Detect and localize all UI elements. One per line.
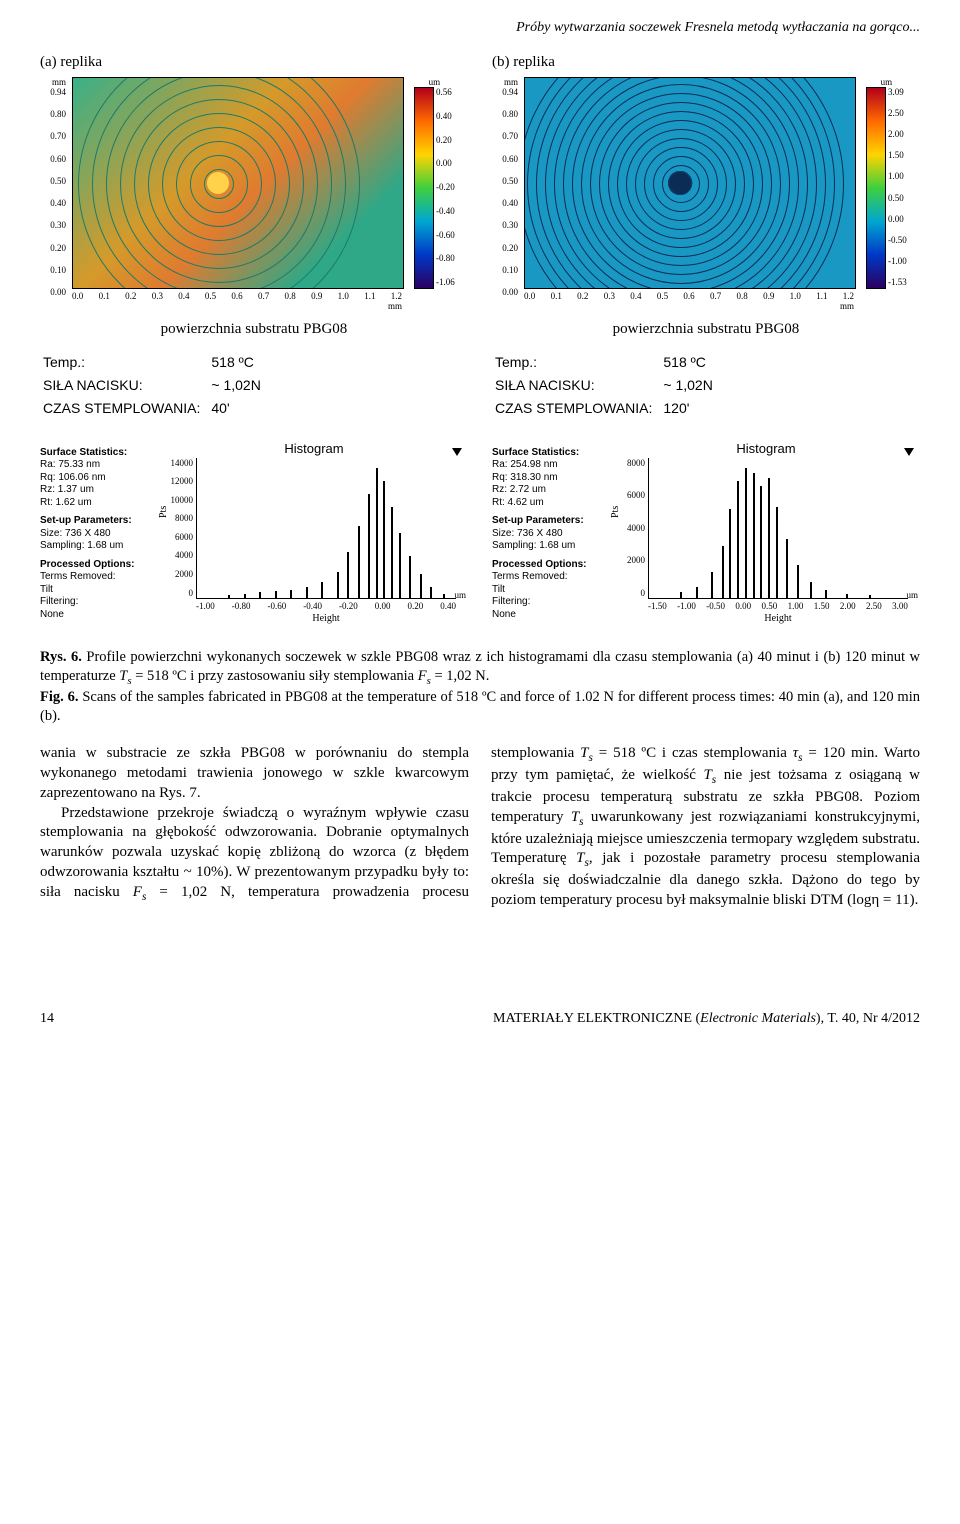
page-footer: 14 MATERIAŁY ELEKTRONICZNE (Electronic M…: [40, 1011, 920, 1027]
stat-none: None: [492, 609, 602, 622]
stat-filtering: Filtering:: [492, 596, 602, 609]
panel-a-surface-map: [72, 77, 404, 289]
journal-ref: MATERIAŁY ELEKTRONICZNE (Electronic Mate…: [493, 1011, 920, 1027]
temp-val: 518 ºC: [662, 352, 713, 373]
stats-processed-hd: Processed Options:: [40, 559, 150, 572]
stat-terms: Terms Removed:: [492, 571, 602, 584]
page-number: 14: [40, 1011, 54, 1027]
marker-icon: [904, 448, 914, 456]
stat-tilt: Tilt: [40, 584, 150, 597]
stat-size: Size: 736 X 480: [40, 528, 150, 541]
stats-surface-hd: Surface Statistics:: [492, 447, 602, 460]
temp-label: Temp.:: [42, 352, 208, 373]
caption-rys-tail: = 518 ºC i przy zastosowaniu siły stempl…: [132, 668, 418, 684]
stat-terms: Terms Removed:: [40, 571, 150, 584]
hist-xunit: um: [906, 590, 918, 600]
panel-a-xunit: mm: [72, 301, 402, 311]
stat-sampling: Sampling: 1.68 um: [492, 540, 602, 553]
stat-tilt: Tilt: [492, 584, 602, 597]
stat-sampling: Sampling: 1.68 um: [40, 540, 150, 553]
journal-name: MATERIAŁY ELEKTRONICZNE (: [493, 1011, 700, 1026]
time-label: CZAS STEMPLOWANIA:: [42, 398, 208, 419]
time-val: 120': [662, 398, 713, 419]
force-val: ~ 1,02N: [662, 375, 713, 396]
body-p1a: wania w substracie ze szkła PBG08 w poró…: [40, 745, 469, 801]
panel-b-subcaption: powierzchnia substratu PBG08: [492, 321, 920, 338]
panel-b-xaxis: 0.00.10.20.30.40.50.60.70.80.91.01.11.2: [524, 291, 854, 301]
stat-rq: Rq: 318.30 nm: [492, 472, 602, 485]
stat-ra: Ra: 75.33 nm: [40, 459, 150, 472]
panel-b-stats: Surface Statistics: Ra: 254.98 nm Rq: 31…: [492, 441, 602, 624]
journal-tail: ), T. 40, Nr 4/2012: [816, 1011, 920, 1026]
panel-a-yaxis: 0.940.800.700.600.500.400.300.200.100.00: [40, 87, 66, 297]
running-head: Próby wytwarzania soczewek Fresnela meto…: [40, 20, 920, 36]
panel-a-params: Temp.:518 ºC SIŁA NACISKU:~ 1,02N CZAS S…: [40, 350, 468, 421]
panel-b-params: Temp.:518 ºC SIŁA NACISKU:~ 1,02N CZAS S…: [492, 350, 920, 421]
force-label: SIŁA NACISKU:: [494, 375, 660, 396]
panel-b-label: (b) replika: [492, 54, 920, 71]
stat-rt: Rt: 1.62 um: [40, 497, 150, 510]
stat-rt: Rt: 4.62 um: [492, 497, 602, 510]
panel-b-yaxis: 0.940.800.700.600.500.400.300.200.100.00: [492, 87, 518, 297]
force-val: ~ 1,02N: [210, 375, 261, 396]
hist-xticks: -1.00-0.80-0.60-0.40-0.200.000.200.40: [196, 601, 456, 611]
stats-setup-hd: Set-up Parameters:: [40, 515, 150, 528]
panel-a-cbar-unit: um: [429, 77, 441, 87]
panel-b-surface-map: [524, 77, 856, 289]
hist-title: Histogram: [612, 441, 920, 456]
temp-val: 518 ºC: [210, 352, 261, 373]
panel-a-colorbar: [414, 87, 434, 289]
stat-size: Size: 736 X 480: [492, 528, 602, 541]
panel-a-subcaption: powierzchnia substratu PBG08: [40, 321, 468, 338]
stat-ra: Ra: 254.98 nm: [492, 459, 602, 472]
time-label: CZAS STEMPLOWANIA:: [494, 398, 660, 419]
hist-title: Histogram: [160, 441, 468, 456]
body-p3a: i czas stemplowania: [662, 745, 793, 761]
stats-processed-hd: Processed Options:: [492, 559, 602, 572]
panel-a-cbar-ticks: 0.560.400.200.00-0.20-0.40-0.60-0.80-1.0…: [436, 87, 455, 287]
panel-b-yunit: mm: [492, 77, 518, 87]
hist-xticks: -1.50-1.00-0.500.000.501.001.502.002.503…: [648, 601, 908, 611]
caption-rys-end: = 1,02 N.: [431, 668, 490, 684]
panel-b-histogram: Histogram Pts 80006000400020000 um -1.50…: [612, 441, 920, 624]
hist-xunit: um: [454, 590, 466, 600]
panel-b-cbar-ticks: 3.092.502.001.501.000.500.00-0.50-1.00-1…: [888, 87, 907, 287]
time-val: 40': [210, 398, 261, 419]
hist-yticks: 80006000400020000: [615, 458, 645, 598]
panel-a-stats: Surface Statistics: Ra: 75.33 nm Rq: 106…: [40, 441, 150, 624]
journal-italic: Electronic Materials: [700, 1011, 816, 1026]
panel-a-xaxis: 0.00.10.20.30.40.50.60.70.80.91.01.11.2: [72, 291, 402, 301]
panel-b-cbar-unit: um: [881, 77, 893, 87]
caption-fig-label: Fig. 6.: [40, 689, 78, 705]
stat-rz: Rz: 2.72 um: [492, 484, 602, 497]
figure-caption: Rys. 6. Profile powierzchni wykonanych s…: [40, 648, 920, 727]
caption-fig-text: Scans of the samples fabricated in PBG08…: [40, 689, 920, 724]
stats-surface-hd: Surface Statistics:: [40, 447, 150, 460]
stat-rq: Rq: 106.06 nm: [40, 472, 150, 485]
body-p2c: = 518 ºC: [593, 745, 662, 761]
hist-yticks: 14000120001000080006000400020000: [163, 458, 193, 598]
panel-a: (a) replika mm 0.940.800.700.600.500.400…: [40, 54, 468, 624]
force-label: SIŁA NACISKU:: [42, 375, 208, 396]
panel-a-histogram: Histogram Pts 14000120001000080006000400…: [160, 441, 468, 624]
panel-b-xunit: mm: [524, 301, 854, 311]
stats-setup-hd: Set-up Parameters:: [492, 515, 602, 528]
marker-icon: [452, 448, 462, 456]
hist-xlabel: Height: [184, 613, 468, 624]
body-text: wania w substracie ze szkła PBG08 w poró…: [40, 744, 920, 911]
panel-a-label: (a) replika: [40, 54, 468, 71]
stat-filtering: Filtering:: [40, 596, 150, 609]
temp-label: Temp.:: [494, 352, 660, 373]
caption-rys-label: Rys. 6.: [40, 649, 82, 665]
stat-none: None: [40, 609, 150, 622]
stat-rz: Rz: 1.37 um: [40, 484, 150, 497]
panel-b-colorbar: [866, 87, 886, 289]
hist-xlabel: Height: [636, 613, 920, 624]
panel-a-yunit: mm: [40, 77, 66, 87]
panel-b: (b) replika mm 0.940.800.700.600.500.400…: [492, 54, 920, 624]
